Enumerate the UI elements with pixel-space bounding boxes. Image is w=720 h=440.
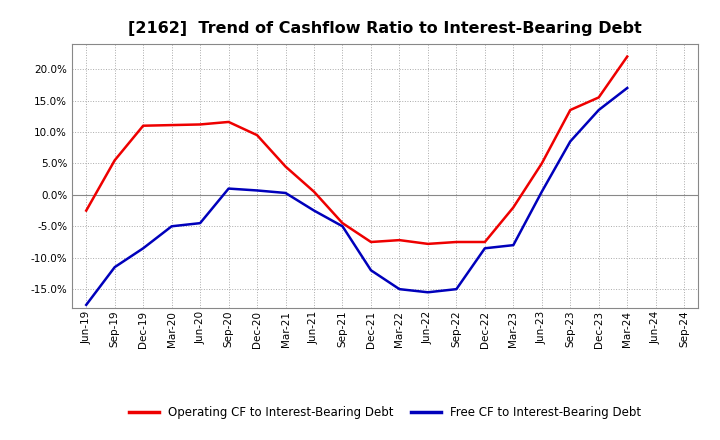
Free CF to Interest-Bearing Debt [623, 85, 631, 91]
Operating CF to Interest-Bearing Debt [595, 95, 603, 100]
Line: Free CF to Interest-Bearing Debt: Free CF to Interest-Bearing Debt [86, 88, 627, 305]
Operating CF to Interest-Bearing Debt [623, 54, 631, 59]
Operating CF to Interest-Bearing Debt [82, 208, 91, 213]
Free CF to Interest-Bearing Debt [595, 107, 603, 113]
Operating CF to Interest-Bearing Debt [338, 220, 347, 226]
Operating CF to Interest-Bearing Debt [423, 241, 432, 246]
Free CF to Interest-Bearing Debt [196, 220, 204, 226]
Free CF to Interest-Bearing Debt [225, 186, 233, 191]
Free CF to Interest-Bearing Debt [395, 286, 404, 292]
Operating CF to Interest-Bearing Debt [366, 239, 375, 245]
Line: Operating CF to Interest-Bearing Debt: Operating CF to Interest-Bearing Debt [86, 57, 627, 244]
Operating CF to Interest-Bearing Debt [282, 164, 290, 169]
Operating CF to Interest-Bearing Debt [395, 238, 404, 243]
Operating CF to Interest-Bearing Debt [139, 123, 148, 128]
Operating CF to Interest-Bearing Debt [167, 122, 176, 128]
Free CF to Interest-Bearing Debt [338, 224, 347, 229]
Free CF to Interest-Bearing Debt [139, 246, 148, 251]
Operating CF to Interest-Bearing Debt [196, 122, 204, 127]
Operating CF to Interest-Bearing Debt [480, 239, 489, 245]
Operating CF to Interest-Bearing Debt [537, 161, 546, 166]
Free CF to Interest-Bearing Debt [366, 268, 375, 273]
Legend: Operating CF to Interest-Bearing Debt, Free CF to Interest-Bearing Debt: Operating CF to Interest-Bearing Debt, F… [125, 401, 646, 424]
Free CF to Interest-Bearing Debt [310, 208, 318, 213]
Free CF to Interest-Bearing Debt [82, 302, 91, 308]
Operating CF to Interest-Bearing Debt [452, 239, 461, 245]
Title: [2162]  Trend of Cashflow Ratio to Interest-Bearing Debt: [2162] Trend of Cashflow Ratio to Intere… [128, 21, 642, 36]
Free CF to Interest-Bearing Debt [452, 286, 461, 292]
Free CF to Interest-Bearing Debt [480, 246, 489, 251]
Operating CF to Interest-Bearing Debt [110, 158, 119, 163]
Free CF to Interest-Bearing Debt [110, 264, 119, 270]
Operating CF to Interest-Bearing Debt [566, 107, 575, 113]
Free CF to Interest-Bearing Debt [537, 189, 546, 194]
Free CF to Interest-Bearing Debt [253, 188, 261, 193]
Operating CF to Interest-Bearing Debt [310, 189, 318, 194]
Free CF to Interest-Bearing Debt [509, 242, 518, 248]
Operating CF to Interest-Bearing Debt [225, 119, 233, 125]
Free CF to Interest-Bearing Debt [167, 224, 176, 229]
Free CF to Interest-Bearing Debt [282, 191, 290, 196]
Operating CF to Interest-Bearing Debt [509, 205, 518, 210]
Free CF to Interest-Bearing Debt [423, 290, 432, 295]
Operating CF to Interest-Bearing Debt [253, 132, 261, 138]
Free CF to Interest-Bearing Debt [566, 139, 575, 144]
